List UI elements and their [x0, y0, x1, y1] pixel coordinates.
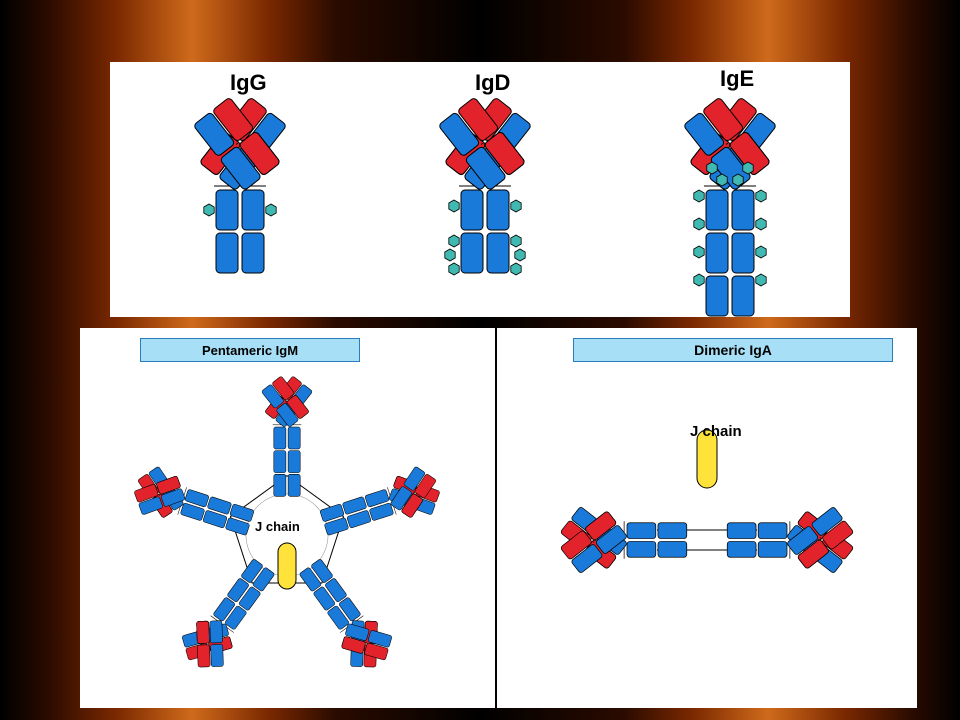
monomer-igg [193, 97, 287, 273]
ige-label: IgE [720, 66, 754, 92]
igm-jchain-label: J chain [255, 519, 300, 534]
iga-jchain-label: J chain [690, 423, 742, 440]
monomer-ige [683, 97, 777, 316]
iga-dimer [560, 430, 854, 574]
diagram-svg [0, 0, 960, 720]
igd-label: IgD [475, 70, 510, 96]
igg-label: IgG [230, 70, 267, 96]
monomer-igd [438, 97, 532, 275]
